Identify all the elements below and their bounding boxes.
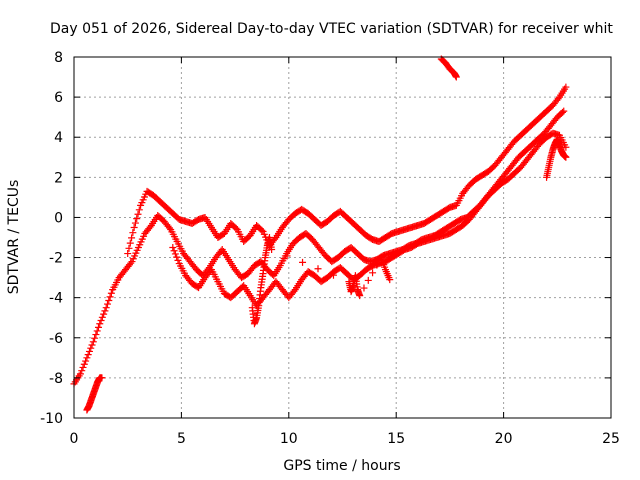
x-tick-label: 25 <box>602 431 620 447</box>
series-fragment-low <box>83 374 106 414</box>
x-tick-label: 0 <box>70 431 79 447</box>
data-point <box>134 210 142 218</box>
data-point <box>127 259 135 267</box>
data-point <box>364 276 372 284</box>
data-point <box>128 234 136 242</box>
data-point <box>170 247 178 255</box>
data-point <box>290 287 298 295</box>
data-point <box>94 323 102 331</box>
series-track-main <box>70 107 568 388</box>
data-point <box>106 293 114 301</box>
data-point <box>88 341 96 349</box>
data-point <box>89 338 97 346</box>
y-tick-label: -6 <box>49 331 63 347</box>
data-point <box>91 334 99 342</box>
series-fragment-high <box>437 55 460 81</box>
data-point <box>87 344 95 352</box>
x-tick-label: 20 <box>495 431 513 447</box>
data-point <box>97 317 105 325</box>
data-point <box>76 370 84 378</box>
y-tick-label: -2 <box>49 251 63 267</box>
data-point <box>386 276 394 284</box>
x-tick-label: 15 <box>387 431 405 447</box>
data-point <box>452 73 460 81</box>
data-point <box>169 244 177 252</box>
data-point <box>130 223 138 231</box>
series-track-spikes <box>248 234 394 328</box>
y-tick-label: 6 <box>54 90 63 106</box>
data-point <box>174 256 182 264</box>
axis-ticks <box>73 56 612 419</box>
data-point <box>126 239 134 247</box>
data-point <box>102 304 110 312</box>
data-point <box>360 284 368 292</box>
data-point <box>83 354 91 362</box>
data-point <box>268 246 276 254</box>
y-tick-label: -8 <box>49 371 63 387</box>
data-point <box>80 360 88 368</box>
data-point <box>98 374 106 382</box>
data-point <box>562 153 570 161</box>
data-point <box>373 261 381 269</box>
chart-title: Day 051 of 2026, Sidereal Day-to-day VTE… <box>50 21 613 37</box>
data-point <box>107 289 115 297</box>
data-point <box>100 310 108 318</box>
data-point <box>562 83 570 91</box>
data-point <box>554 95 562 103</box>
series-track-lower <box>169 129 570 310</box>
data-point <box>133 215 141 223</box>
y-axis-label: SDTVAR / TECUs <box>6 180 22 295</box>
data-point <box>232 224 240 232</box>
data-point <box>356 292 364 300</box>
y-tick-label: 2 <box>54 170 63 186</box>
data-point <box>314 265 322 273</box>
data-point <box>129 229 137 237</box>
data-point <box>82 357 90 365</box>
y-tick-label: 8 <box>54 50 63 66</box>
data-point <box>92 331 100 339</box>
x-axis-label: GPS time / hours <box>283 458 400 474</box>
data-point <box>283 252 291 260</box>
plot-frame <box>73 56 612 419</box>
series-track-upper <box>124 83 570 258</box>
data-point <box>558 108 566 116</box>
grid-lines <box>74 57 611 418</box>
data-point <box>299 258 307 266</box>
data-point <box>125 244 133 252</box>
y-tick-label: 0 <box>54 210 63 226</box>
series-fragment-dropoff <box>543 135 570 181</box>
data-point <box>560 107 568 115</box>
y-tick-labels: -10 -8 -6 -4 -2 0 2 4 6 8 <box>40 50 63 427</box>
data-point <box>93 327 101 335</box>
data-point <box>329 271 337 279</box>
data-point <box>124 250 132 258</box>
data-point <box>165 224 173 232</box>
x-tick-labels: 0 5 10 15 20 25 <box>70 431 620 447</box>
data-point <box>146 223 154 231</box>
data-point <box>369 269 377 277</box>
data-point <box>79 363 87 371</box>
data-point <box>171 250 179 258</box>
data-point <box>78 367 86 375</box>
data-point <box>135 206 143 214</box>
y-tick-label: 4 <box>54 130 63 146</box>
y-tick-label: -4 <box>49 291 63 307</box>
data-point <box>131 219 139 227</box>
data-point <box>258 226 266 234</box>
data-point <box>173 253 181 261</box>
data-point <box>96 320 104 328</box>
data-point <box>101 307 109 315</box>
data-point <box>104 300 112 308</box>
x-tick-label: 10 <box>280 431 298 447</box>
data-point <box>85 347 93 355</box>
x-tick-label: 5 <box>177 431 186 447</box>
data-point <box>105 296 113 304</box>
data-point <box>84 351 92 359</box>
y-tick-label: -10 <box>40 411 63 427</box>
data-points <box>70 55 570 414</box>
data-point <box>98 313 106 321</box>
